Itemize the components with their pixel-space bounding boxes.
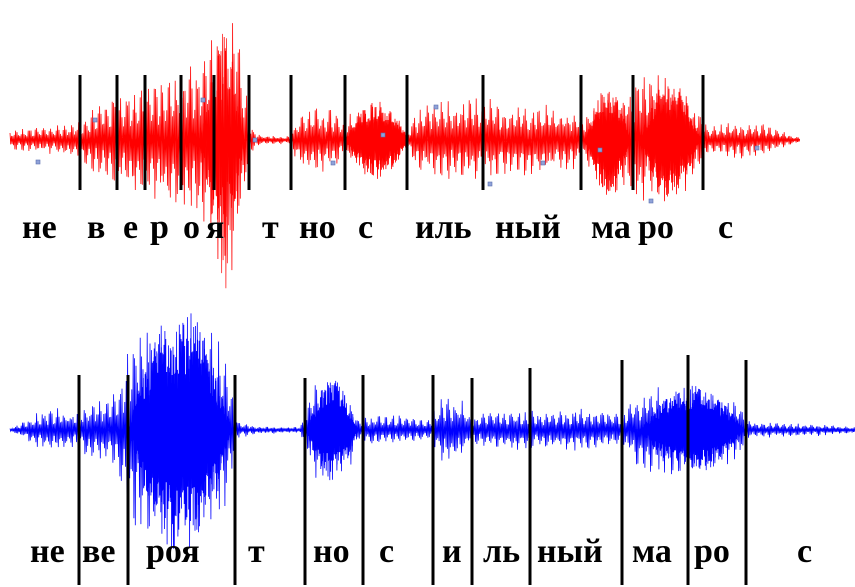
top-segment-label: но xyxy=(299,209,336,246)
top-waveform-burst-2 xyxy=(639,86,701,197)
top-segment-label: р xyxy=(150,209,169,246)
top-segment-label: ный xyxy=(495,209,561,246)
bottom-segment-labels: не ве роя т но с и ль ный ма ро с xyxy=(30,533,812,570)
bottom-segment-label: роя xyxy=(146,533,200,570)
top-pitch-marker xyxy=(92,117,98,123)
top-waveform-red xyxy=(9,23,800,289)
top-segment-label: я xyxy=(206,209,224,246)
top-waveform-peak xyxy=(199,33,244,289)
bottom-segment-label: с xyxy=(379,533,394,570)
top-segment-label: ро xyxy=(638,209,674,246)
top-segment-dividers xyxy=(78,75,705,190)
bottom-waveform-burst-1 xyxy=(305,380,359,481)
top-pitch-marker xyxy=(648,198,654,204)
bottom-segment-label: и xyxy=(442,533,462,570)
bottom-segment-label: не xyxy=(30,533,65,570)
top-segment-label: е xyxy=(123,209,138,246)
bottom-segment-label: но xyxy=(313,533,350,570)
top-pitch-marker xyxy=(252,137,258,143)
bottom-waveform-burst-2 xyxy=(639,385,746,471)
bottom-waveform-burst-0 xyxy=(127,313,233,549)
bottom-segment-label: ро xyxy=(694,533,730,570)
top-segment-label: ма xyxy=(591,209,631,246)
top-segment-label: с xyxy=(718,209,733,246)
bottom-segment-dividers xyxy=(77,355,748,585)
top-pitch-marker xyxy=(540,160,546,166)
top-pitch-marker xyxy=(200,97,206,103)
bottom-segment-label: т xyxy=(248,533,265,570)
top-segment-label: т xyxy=(262,209,279,246)
top-segment-label: иль xyxy=(415,209,472,246)
top-segment-label: о xyxy=(183,209,200,246)
top-pitch-marker xyxy=(380,132,386,138)
top-pitch-marker xyxy=(487,181,493,187)
top-segment-label: не xyxy=(22,209,57,246)
bottom-segment-label: ма xyxy=(632,533,672,570)
top-segment-labels: не в е р о я т но с иль ный ма ро с xyxy=(22,209,733,246)
top-waveform-burst-1 xyxy=(584,93,631,195)
top-waveform-markers xyxy=(35,97,760,204)
bottom-segment-label: ный xyxy=(537,533,603,570)
top-segment-label: в xyxy=(87,209,105,246)
top-waveform-burst-0 xyxy=(344,101,409,179)
bottom-segment-label: ль xyxy=(483,533,520,570)
top-pitch-marker xyxy=(597,147,603,153)
top-pitch-marker xyxy=(754,145,760,151)
bottom-segment-label: с xyxy=(797,533,812,570)
bottom-segment-label: ве xyxy=(82,533,115,570)
top-pitch-marker xyxy=(330,160,336,166)
top-pitch-marker xyxy=(35,159,41,165)
top-pitch-marker xyxy=(433,104,439,110)
top-segment-label: с xyxy=(358,209,373,246)
